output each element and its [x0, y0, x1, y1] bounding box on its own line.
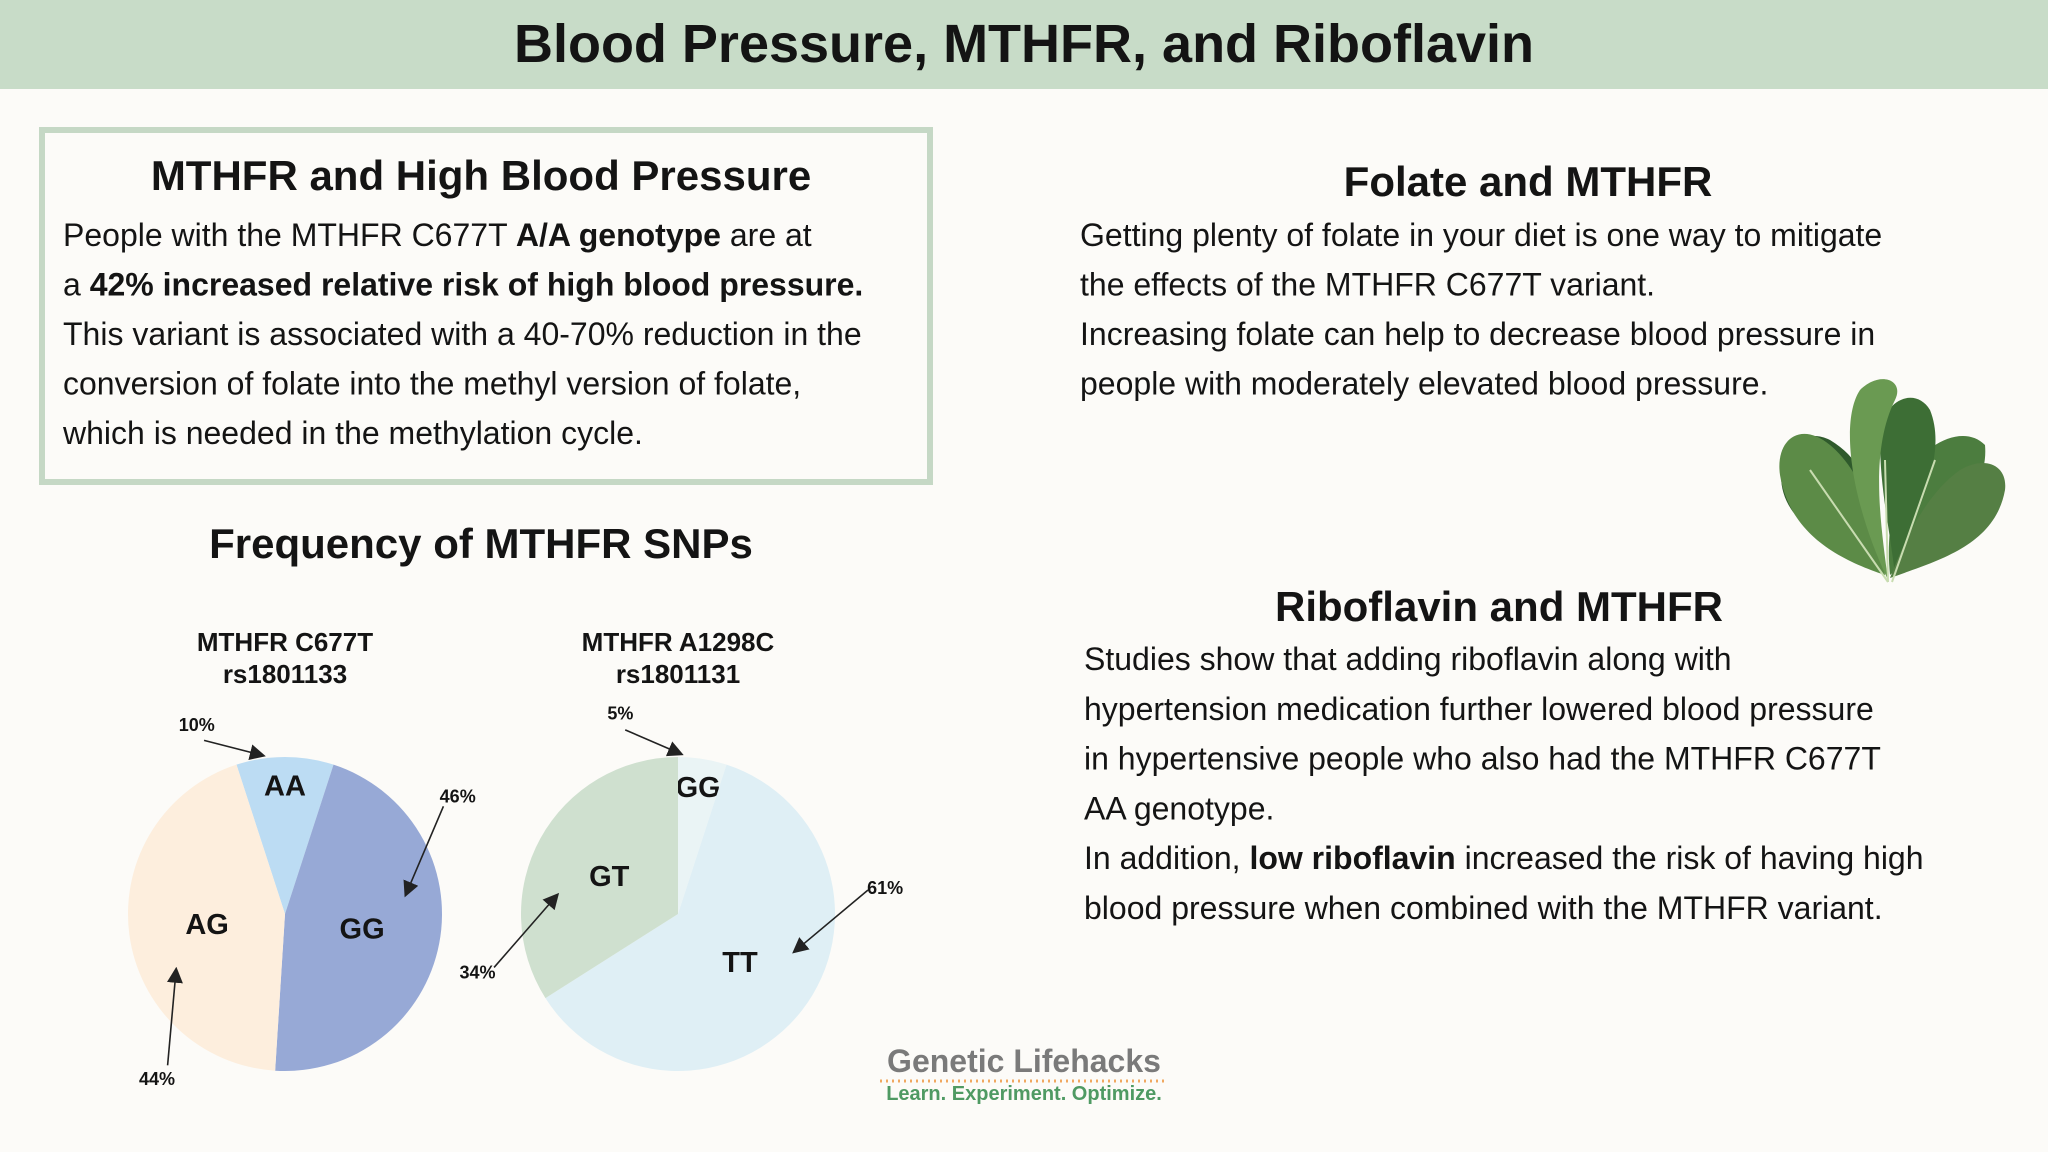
body-line: In addition, low riboflavin increased th… [1084, 840, 1924, 876]
body-line: People with the MTHFR C677T A/A genotype… [63, 217, 812, 253]
body-line: people with moderately elevated blood pr… [1080, 366, 1768, 402]
pie-slice [236, 757, 334, 914]
text-run: Getting plenty of folate in your diet is… [1080, 217, 1882, 253]
bold-text: A/A genotype [516, 217, 721, 253]
text-run: AA genotype. [1084, 790, 1274, 826]
label-arrow [403, 806, 445, 898]
body-line: conversion of folate into the methyl ver… [63, 366, 801, 402]
text-run: Increasing folate can help to decrease b… [1080, 316, 1875, 352]
page-title: Blood Pressure, MTHFR, and Riboflavin [514, 14, 1534, 74]
frequency-title: Frequency of MTHFR SNPs [209, 520, 753, 567]
label-arrow [792, 889, 869, 954]
body-line: in hypertensive people who also had the … [1084, 741, 1881, 777]
pie-slice [678, 757, 727, 914]
body-line: Getting plenty of folate in your diet is… [1080, 217, 1882, 253]
label-arrow [624, 729, 684, 757]
text-run: in hypertensive people who also had the … [1084, 741, 1881, 777]
text-run: This variant is associated with a 40-70%… [63, 316, 862, 352]
text-run: which is needed in the methylation cycle… [62, 415, 643, 451]
section-title: Folate and MTHFR [1344, 158, 1713, 205]
slice-label: TT [722, 947, 758, 979]
text-run: blood pressure when combined with the MT… [1084, 890, 1883, 926]
text-run: are at [721, 217, 812, 253]
chart-title: MTHFR C677T [197, 627, 373, 657]
info-box [39, 127, 933, 485]
label-arrow [166, 966, 183, 1066]
body-line: Studies show that adding riboflavin alon… [1084, 641, 1732, 677]
bold-text: 42% increased relative risk of high bloo… [90, 267, 864, 303]
slice-label: AG [185, 909, 229, 941]
body-line: hypertension medication further lowered … [1084, 691, 1874, 727]
value-label: 10% [179, 715, 215, 735]
text-run: increased the risk of having high [1456, 840, 1924, 876]
spinach-illustration [1779, 379, 2006, 583]
text-run: Studies show that adding riboflavin alon… [1084, 641, 1732, 677]
label-arrow [203, 739, 266, 760]
text-run: In addition, [1084, 840, 1249, 876]
slice-label: AA [264, 770, 306, 802]
chart-subtitle: rs1801133 [223, 659, 347, 689]
pie-slice [521, 757, 678, 999]
body-line: Increasing folate can help to decrease b… [1080, 316, 1875, 352]
logo-name: Genetic Lifehacks [887, 1043, 1161, 1079]
header-band [0, 0, 2048, 89]
value-label: 34% [459, 962, 495, 982]
label-arrow [493, 892, 560, 968]
text-run: the effects of the MTHFR C677T variant. [1080, 267, 1655, 303]
section-title: Riboflavin and MTHFR [1275, 583, 1723, 630]
body-line: the effects of the MTHFR C677T variant. [1080, 267, 1655, 303]
slice-label: GG [676, 772, 721, 804]
bold-text: low riboflavin [1249, 840, 1455, 876]
body-line: a 42% increased relative risk of high bl… [63, 267, 863, 303]
body-line: AA genotype. [1084, 790, 1274, 826]
value-label: 44% [139, 1069, 175, 1089]
text-run: a [63, 267, 90, 303]
text-run: People with the MTHFR C677T [63, 217, 516, 253]
slice-label: GT [589, 861, 630, 893]
pie-slice [128, 764, 285, 1071]
pie-slice [275, 764, 442, 1071]
text-run: conversion of folate into the methyl ver… [63, 366, 801, 402]
body-line: blood pressure when combined with the MT… [1084, 890, 1883, 926]
chart-title: MTHFR A1298C [582, 627, 775, 657]
value-label: 5% [607, 703, 633, 723]
body-line: This variant is associated with a 40-70%… [63, 316, 862, 352]
chart-subtitle: rs1801131 [616, 659, 740, 689]
text-run: people with moderately elevated blood pr… [1080, 366, 1768, 402]
body-line: which is needed in the methylation cycle… [62, 415, 643, 451]
text-run: hypertension medication further lowered … [1084, 691, 1874, 727]
slice-label: GG [340, 914, 385, 946]
value-label: 61% [867, 878, 903, 898]
section-title: MTHFR and High Blood Pressure [151, 152, 811, 199]
pie-slice [545, 764, 836, 1071]
value-label: 46% [440, 787, 476, 807]
logo-tagline: Learn. Experiment. Optimize. [886, 1083, 1162, 1105]
